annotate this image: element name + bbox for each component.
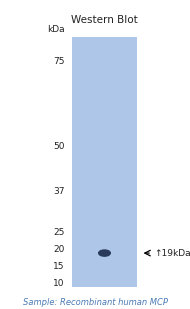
Text: 50: 50 xyxy=(53,142,65,151)
Text: 15: 15 xyxy=(53,262,65,271)
Text: Sample: Recombinant human MCP: Sample: Recombinant human MCP xyxy=(23,298,167,307)
Text: 10: 10 xyxy=(53,279,65,288)
Text: 75: 75 xyxy=(53,57,65,66)
Text: 25: 25 xyxy=(53,228,65,237)
Text: 37: 37 xyxy=(53,187,65,196)
Text: 20: 20 xyxy=(53,245,65,254)
Ellipse shape xyxy=(99,250,110,256)
Text: Western Blot: Western Blot xyxy=(71,15,138,25)
Text: ↑19kDa: ↑19kDa xyxy=(154,248,190,258)
Text: kDa: kDa xyxy=(47,25,65,34)
